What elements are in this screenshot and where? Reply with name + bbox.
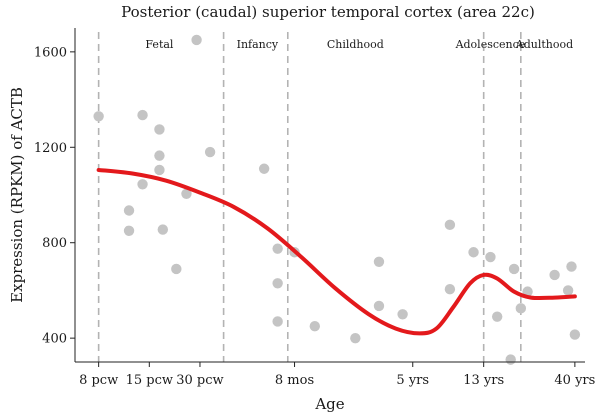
- data-point: [204, 146, 216, 158]
- x-tick-label: 8 mos: [275, 373, 314, 388]
- x-axis-ticks: 8 pcw 15 pcw 30 pcw 8 mos 5 yrs 13 yrs 40 yrs: [79, 362, 595, 388]
- data-point: [137, 179, 148, 190]
- data-point: [444, 284, 456, 295]
- period-label-childhood: Childhood: [327, 38, 384, 51]
- period-labels: Fetal Infancy Childhood AdolescenceAdulthoo…: [145, 38, 573, 51]
- x-tick-label: 13 yrs: [463, 373, 504, 388]
- data-point: [137, 109, 148, 121]
- data-point: [154, 150, 165, 161]
- x-tick-label: 30 pcw: [176, 373, 223, 388]
- data-point: [562, 285, 574, 296]
- x-tick-label: 5 yrs: [396, 373, 429, 388]
- data-point: [309, 321, 321, 332]
- data-point: [171, 263, 182, 275]
- data-point: [272, 243, 283, 254]
- data-point: [154, 124, 165, 135]
- data-point: [485, 251, 496, 263]
- period-label-adulthood: Adulthood: [515, 38, 573, 51]
- period-label-fetal: Fetal: [145, 38, 174, 51]
- trend-line: [96, 167, 577, 336]
- data-point: [444, 219, 456, 231]
- y-tick-label: 1600: [34, 45, 67, 60]
- data-point: [154, 164, 165, 176]
- data-point: [157, 224, 169, 235]
- y-tick-label: 800: [42, 236, 67, 251]
- data-point: [491, 311, 503, 322]
- data-point: [373, 256, 385, 267]
- x-tick-label: 40 yrs: [554, 373, 595, 388]
- x-axis-title: Age: [314, 395, 344, 413]
- data-point: [123, 205, 135, 216]
- data-point: [258, 163, 270, 174]
- x-tick-label: 15 pcw: [126, 373, 173, 388]
- data-point: [549, 269, 560, 281]
- period-label-infancy: Infancy: [237, 38, 279, 51]
- data-point: [93, 111, 104, 122]
- data-point: [350, 332, 361, 344]
- data-point: [272, 316, 283, 327]
- y-axis-title: Expression (RPKM) of ACTB: [8, 87, 26, 303]
- y-tick-label: 400: [42, 332, 67, 347]
- data-point: [397, 309, 408, 320]
- period-label-adolescence: Adolescence: [455, 38, 526, 51]
- data-point: [373, 300, 385, 312]
- data-point: [181, 188, 192, 200]
- period-dividers: [97, 32, 522, 362]
- data-point: [566, 261, 577, 272]
- y-tick-label: 1200: [34, 141, 67, 156]
- data-point: [505, 354, 516, 365]
- data-point: [191, 34, 202, 46]
- data-point: [272, 278, 283, 289]
- data-point: [468, 247, 479, 258]
- data-point: [508, 263, 520, 275]
- chart-title: Posterior (caudal) superior temporal cor…: [121, 3, 535, 21]
- data-point: [569, 329, 581, 340]
- data-points: [93, 34, 581, 365]
- data-point: [123, 225, 135, 236]
- x-tick-label: 8 pcw: [79, 373, 118, 388]
- y-axis-ticks: 400 800 1200 1600: [34, 45, 75, 347]
- data-point: [515, 303, 527, 314]
